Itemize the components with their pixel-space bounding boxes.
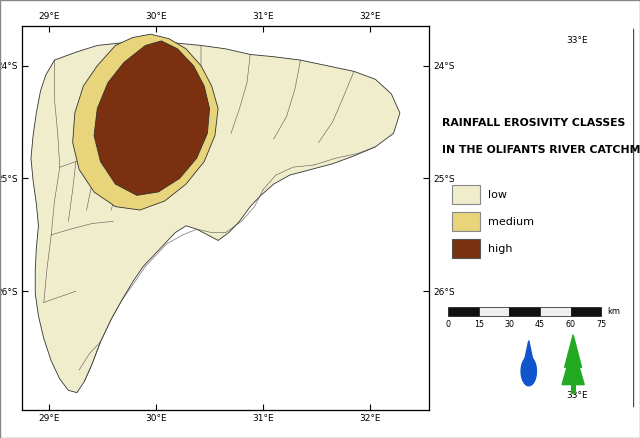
Polygon shape	[31, 39, 400, 392]
Polygon shape	[73, 34, 218, 210]
Text: medium: medium	[488, 217, 534, 227]
Polygon shape	[562, 346, 584, 385]
Text: 0: 0	[445, 320, 451, 329]
Text: RAINFALL EROSIVITY CLASSES: RAINFALL EROSIVITY CLASSES	[442, 118, 625, 128]
FancyBboxPatch shape	[540, 307, 571, 316]
Text: low: low	[488, 190, 508, 200]
Text: 60: 60	[566, 320, 576, 329]
FancyBboxPatch shape	[509, 307, 540, 316]
Polygon shape	[94, 41, 209, 195]
Polygon shape	[521, 357, 536, 386]
FancyBboxPatch shape	[452, 212, 481, 231]
FancyBboxPatch shape	[571, 307, 602, 316]
FancyBboxPatch shape	[448, 307, 479, 316]
Text: 30: 30	[504, 320, 515, 329]
Text: 15: 15	[474, 320, 484, 329]
Polygon shape	[524, 341, 533, 363]
Text: high: high	[488, 244, 513, 254]
Text: 33°E: 33°E	[566, 36, 588, 45]
FancyBboxPatch shape	[571, 384, 575, 394]
Text: IN THE OLIFANTS RIVER CATCHMENT: IN THE OLIFANTS RIVER CATCHMENT	[442, 145, 640, 155]
Text: km: km	[607, 307, 620, 316]
FancyBboxPatch shape	[452, 185, 481, 205]
Text: 45: 45	[535, 320, 545, 329]
FancyBboxPatch shape	[452, 239, 481, 258]
Text: 33°E: 33°E	[566, 391, 588, 400]
Polygon shape	[564, 335, 582, 367]
FancyBboxPatch shape	[479, 307, 509, 316]
Text: 75: 75	[596, 320, 607, 329]
